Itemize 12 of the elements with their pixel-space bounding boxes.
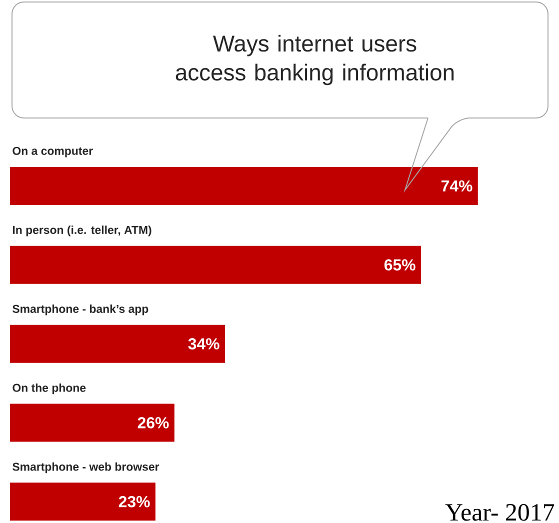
annotation: Year- 2017 [445,504,554,521]
y-tick-label: In person (i.e. teller, ATM) [12,226,152,236]
y-tick-label: On a computer [12,146,93,158]
data-label: 23% [118,496,150,508]
y-tick-label: Smartphone - web browser [12,462,160,474]
data-label: 65% [384,259,416,271]
y-tick-label: Smartphone - bank’s app [12,304,148,316]
chart-title: Ways internet users access banking information [176,34,454,86]
y-tick-label: On the phone [12,383,86,394]
data-label: 26% [138,417,169,428]
data-label: 34% [188,338,220,350]
data-label: 74% [441,180,472,192]
